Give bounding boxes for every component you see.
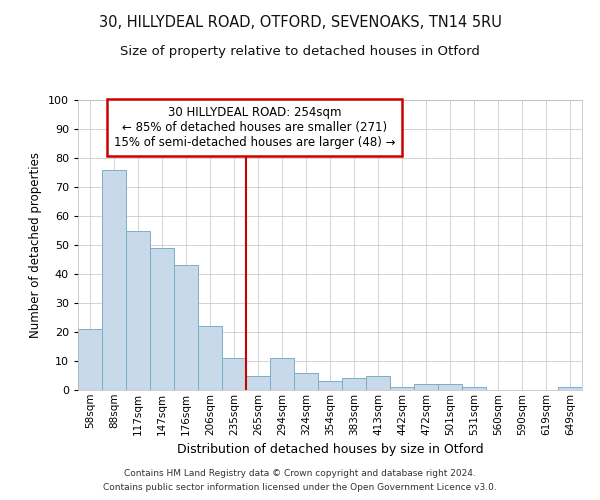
Bar: [174, 266, 198, 390]
Bar: [342, 378, 366, 390]
Bar: [390, 387, 414, 390]
Bar: [558, 387, 582, 390]
Bar: [318, 382, 342, 390]
Text: Contains HM Land Registry data © Crown copyright and database right 2024.: Contains HM Land Registry data © Crown c…: [124, 468, 476, 477]
Bar: [78, 329, 102, 390]
Bar: [414, 384, 438, 390]
Text: Contains public sector information licensed under the Open Government Licence v3: Contains public sector information licen…: [103, 484, 497, 492]
Y-axis label: Number of detached properties: Number of detached properties: [29, 152, 43, 338]
Bar: [198, 326, 222, 390]
Bar: [462, 387, 486, 390]
Bar: [366, 376, 390, 390]
Bar: [222, 358, 246, 390]
Bar: [294, 372, 318, 390]
Text: Size of property relative to detached houses in Otford: Size of property relative to detached ho…: [120, 45, 480, 58]
Bar: [150, 248, 174, 390]
Bar: [270, 358, 294, 390]
Text: 30 HILLYDEAL ROAD: 254sqm
← 85% of detached houses are smaller (271)
15% of semi: 30 HILLYDEAL ROAD: 254sqm ← 85% of detac…: [113, 106, 395, 149]
Bar: [102, 170, 126, 390]
Bar: [438, 384, 462, 390]
Bar: [246, 376, 270, 390]
X-axis label: Distribution of detached houses by size in Otford: Distribution of detached houses by size …: [176, 443, 484, 456]
Bar: [126, 230, 150, 390]
Text: 30, HILLYDEAL ROAD, OTFORD, SEVENOAKS, TN14 5RU: 30, HILLYDEAL ROAD, OTFORD, SEVENOAKS, T…: [98, 15, 502, 30]
